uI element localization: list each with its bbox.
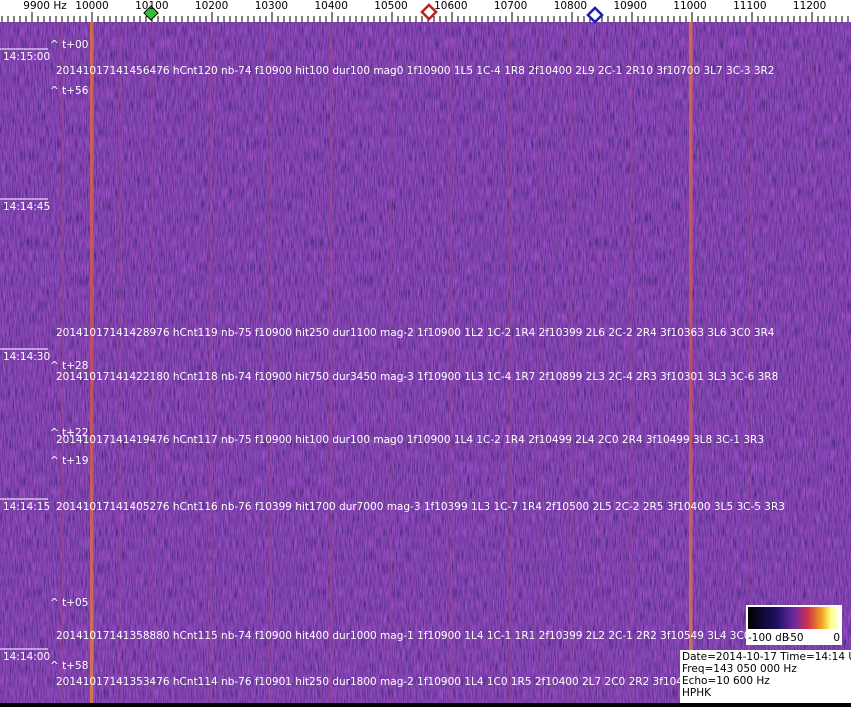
event-record: 20141017141405276 hCnt116 nb-76 f10399 h…	[56, 501, 785, 513]
frequency-label: 10600	[434, 0, 467, 12]
signal-trace	[450, 22, 452, 703]
frequency-label: 9900 Hz	[23, 0, 67, 12]
frequency-label: 10700	[494, 0, 527, 12]
signal-trace	[210, 22, 212, 703]
frequency-label: 10100	[135, 0, 168, 12]
frequency-label: 10500	[374, 0, 407, 12]
signal-trace	[62, 22, 64, 703]
signal-trace	[810, 22, 812, 703]
signal-trace	[630, 22, 632, 703]
offset-label: ^ t+00	[50, 39, 88, 51]
frequency-label: 10900	[613, 0, 646, 12]
event-record: 20141017141353476 hCnt114 nb-76 f10901 h…	[56, 676, 743, 688]
time-label: 14:14:45	[3, 201, 50, 213]
frequency-label: 10800	[554, 0, 587, 12]
signal-trace	[510, 22, 512, 703]
marker-blue	[586, 6, 604, 24]
signal-trace	[120, 22, 122, 703]
signal-trace	[390, 22, 392, 703]
time-label: 14:15:00	[3, 51, 50, 63]
event-record: 20141017141358880 hCnt115 nb-74 f10900 h…	[56, 630, 775, 642]
signal-trace	[152, 22, 154, 703]
signal-trace	[540, 22, 542, 703]
frequency-label: 10300	[255, 0, 288, 12]
frequency-label: 10000	[75, 0, 108, 12]
annotations: 9900 Hz 10000 10100 10200 10300 10400 10500 106…	[0, 0, 826, 688]
marker-green	[143, 5, 159, 21]
offset-label: ^ t+22	[50, 427, 88, 439]
event-record: 20141017141428976 hCnt119 nb-75 f10900 h…	[56, 327, 775, 339]
frequency-label: 10400	[314, 0, 347, 12]
marker-red	[420, 3, 438, 21]
offset-label: ^ t+05	[50, 597, 88, 609]
frequency-label: 11100	[733, 0, 766, 12]
offset-label: ^ t+19	[50, 455, 88, 467]
info-line: Freq=143 050 000 Hz	[682, 663, 797, 675]
carrier-trace	[689, 22, 693, 703]
color-scale-label: 0	[833, 632, 840, 644]
frequency-label: 11000	[673, 0, 706, 12]
ruler-ticks	[1, 12, 849, 22]
offset-label: ^ t+28	[50, 360, 88, 372]
offset-label: ^ t+56	[50, 85, 89, 97]
signal-trace	[750, 22, 752, 703]
info-line: Date=2014-10-17 Time=14:14 UTC	[682, 651, 851, 663]
signal-trace	[570, 22, 572, 703]
carrier-trace	[90, 22, 94, 703]
color-scale-label: -50	[786, 632, 803, 644]
info-line: Echo=10 600 Hz	[682, 675, 770, 687]
offset-label: ^ t+58	[50, 660, 88, 672]
time-label: 14:14:00	[3, 651, 50, 663]
signal-trace	[330, 22, 332, 703]
color-scale-label: -100 dB	[748, 632, 789, 644]
signal-traces	[62, 22, 812, 703]
frequency-label: 11200	[793, 0, 826, 12]
event-record: 20141017141456476 hCnt120 nb-74 f10900 h…	[56, 65, 775, 77]
signal-trace	[600, 22, 602, 703]
time-label: 14:14:15	[3, 501, 50, 513]
info-box	[680, 650, 851, 703]
color-scale-bar	[748, 607, 840, 629]
event-record: 20141017141419476 hCnt117 nb-75 f10900 h…	[56, 434, 764, 446]
waterfall-noise	[0, 22, 851, 703]
event-record: 20141017141422180 hCnt118 nb-74 f10900 h…	[56, 371, 778, 383]
info-line: HPHK	[682, 687, 712, 699]
signal-trace	[270, 22, 272, 703]
time-label: 14:14:30	[3, 351, 50, 363]
frequency-label: 10200	[195, 0, 228, 12]
